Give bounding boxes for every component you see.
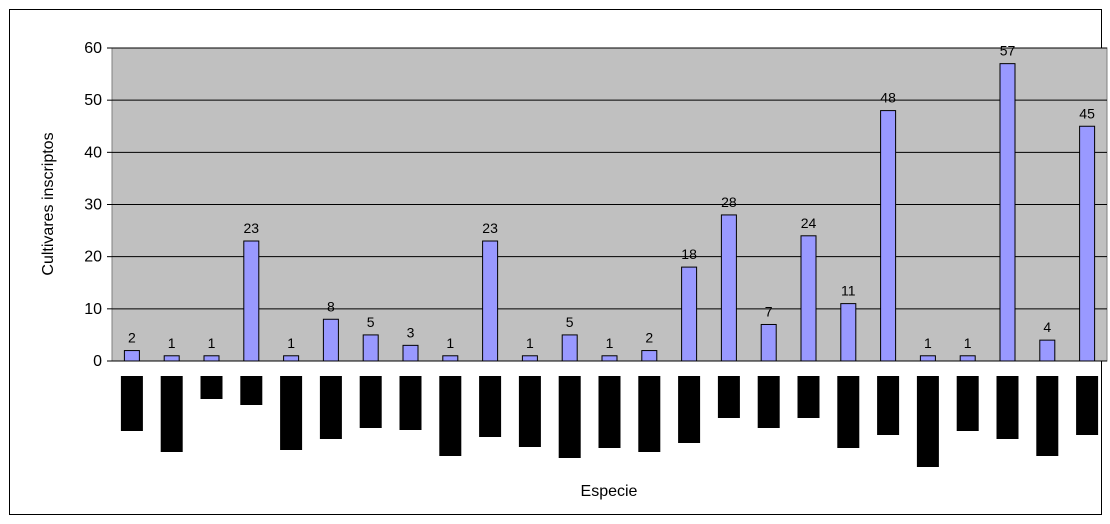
data-label: 11 <box>841 283 856 299</box>
bar <box>482 240 499 362</box>
bar <box>720 214 737 362</box>
data-label: 5 <box>367 314 375 330</box>
category-label-mark <box>439 376 462 456</box>
bar <box>840 303 857 362</box>
data-label: 8 <box>327 298 335 314</box>
category-label-mark <box>717 376 740 418</box>
bar <box>402 344 419 362</box>
data-label: 1 <box>168 335 176 351</box>
y-tick-label: 30 <box>84 197 102 214</box>
bar <box>800 235 817 362</box>
data-label: 23 <box>482 220 498 236</box>
bar <box>243 240 260 362</box>
data-label: 57 <box>1000 43 1016 59</box>
category-label-mark <box>837 376 860 448</box>
category-label-mark <box>558 376 581 458</box>
category-label-mark <box>757 376 780 428</box>
y-tick-label: 40 <box>84 144 102 161</box>
bar <box>442 355 459 362</box>
bar <box>641 350 658 362</box>
category-label-mark <box>598 376 621 448</box>
category-label-mark <box>160 376 183 452</box>
bar <box>880 110 897 362</box>
y-tick-label: 0 <box>93 353 102 370</box>
y-tick-label: 20 <box>84 249 102 266</box>
data-label: 23 <box>244 220 260 236</box>
bar <box>283 355 300 362</box>
data-label: 1 <box>606 335 614 351</box>
data-label: 4 <box>1043 319 1051 335</box>
bar <box>521 355 538 362</box>
bar <box>999 63 1016 362</box>
y-axis-ticks: 0 10 20 30 40 50 60 <box>84 40 112 370</box>
data-label: 24 <box>801 215 817 231</box>
bar <box>959 355 976 362</box>
data-label: 1 <box>287 335 295 351</box>
data-label: 1 <box>446 335 454 351</box>
data-label: 18 <box>681 246 697 262</box>
category-label-mark <box>956 376 979 431</box>
bar <box>123 350 140 362</box>
data-label: 45 <box>1079 105 1095 121</box>
data-label: 1 <box>208 335 216 351</box>
category-label-mark <box>638 376 661 452</box>
category-label-mark <box>518 376 541 447</box>
bar <box>1039 339 1056 362</box>
category-label-mark <box>678 376 701 443</box>
category-label-mark <box>479 376 502 437</box>
category-label-mark <box>916 376 939 467</box>
category-label-mark <box>200 376 223 399</box>
bar <box>760 323 777 362</box>
category-label-mark <box>359 376 382 428</box>
y-tick-label: 60 <box>84 40 102 57</box>
category-label-mark <box>399 376 422 430</box>
data-label: 28 <box>721 194 737 210</box>
category-label-mark <box>1076 376 1099 435</box>
bar <box>362 334 379 362</box>
data-label: 1 <box>924 335 932 351</box>
category-label-mark <box>120 376 143 431</box>
bar <box>163 355 180 362</box>
bar <box>681 266 698 362</box>
y-tick-label: 50 <box>84 92 102 109</box>
y-axis-title: Cultivares inscriptos <box>40 132 57 275</box>
x-axis-title: Especie <box>581 483 638 500</box>
data-label: 1 <box>964 335 972 351</box>
gridlines <box>112 47 1107 310</box>
data-label: 3 <box>407 324 415 340</box>
data-label: 5 <box>566 314 574 330</box>
category-label-mark <box>877 376 900 435</box>
y-tick-label: 10 <box>84 301 102 318</box>
data-label: 7 <box>765 303 773 319</box>
category-label-mark <box>319 376 342 439</box>
category-label-mark <box>240 376 263 405</box>
category-label-mark <box>996 376 1019 439</box>
data-label: 2 <box>128 330 136 346</box>
data-label: 48 <box>880 90 896 106</box>
category-label-mark <box>1036 376 1059 456</box>
bar <box>919 355 936 362</box>
bar <box>203 355 220 362</box>
category-label-mark <box>797 376 820 418</box>
bar <box>1079 125 1096 362</box>
bar <box>561 334 578 362</box>
data-label: 2 <box>645 330 653 346</box>
bar <box>601 355 618 362</box>
category-label-mark <box>280 376 303 450</box>
bar <box>322 318 339 362</box>
data-label: 1 <box>526 335 534 351</box>
category-labels <box>120 376 1099 467</box>
bars <box>123 63 1096 362</box>
